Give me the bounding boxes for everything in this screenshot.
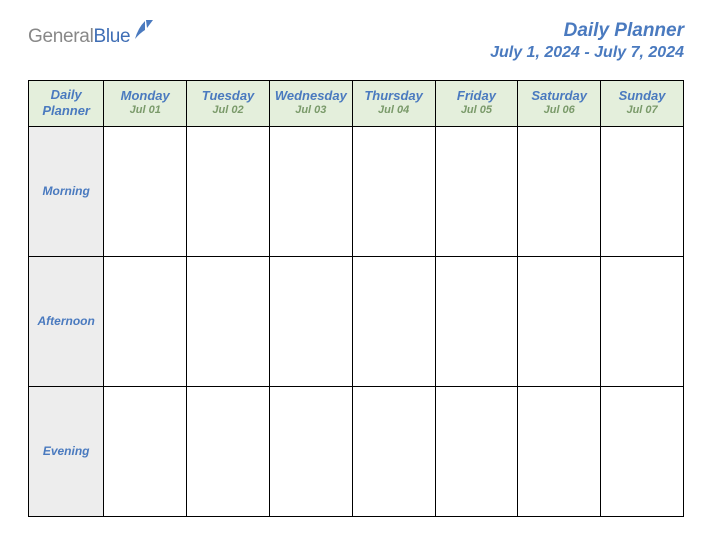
day-date: Jul 07 xyxy=(603,104,681,116)
day-date: Jul 04 xyxy=(355,104,433,116)
planner-cell[interactable] xyxy=(104,126,187,256)
logo-text: GeneralBlue xyxy=(28,26,130,48)
planner-cell[interactable] xyxy=(269,386,352,516)
corner-cell: Daily Planner xyxy=(29,81,104,127)
table-row: Evening xyxy=(29,386,684,516)
day-date: Jul 05 xyxy=(438,104,516,116)
day-name: Monday xyxy=(106,88,184,103)
day-name: Friday xyxy=(438,88,516,103)
day-name: Wednesday xyxy=(272,88,350,103)
planner-table: Daily Planner Monday Jul 01 Tuesday Jul … xyxy=(28,80,684,517)
day-name: Saturday xyxy=(520,88,598,103)
planner-cell[interactable] xyxy=(518,256,601,386)
day-date: Jul 01 xyxy=(106,104,184,116)
page-title: Daily Planner xyxy=(490,20,684,42)
planner-cell[interactable] xyxy=(601,386,684,516)
planner-cell[interactable] xyxy=(269,256,352,386)
planner-cell[interactable] xyxy=(104,256,187,386)
period-label: Morning xyxy=(29,126,104,256)
day-header: Wednesday Jul 03 xyxy=(269,81,352,127)
planner-cell[interactable] xyxy=(187,256,270,386)
day-header: Thursday Jul 04 xyxy=(352,81,435,127)
swoosh-icon xyxy=(134,19,154,45)
header: GeneralBlue Daily Planner July 1, 2024 -… xyxy=(28,20,684,62)
planner-cell[interactable] xyxy=(435,126,518,256)
header-row: Daily Planner Monday Jul 01 Tuesday Jul … xyxy=(29,81,684,127)
day-date: Jul 03 xyxy=(272,104,350,116)
table-row: Afternoon xyxy=(29,256,684,386)
planner-cell[interactable] xyxy=(269,126,352,256)
period-label: Afternoon xyxy=(29,256,104,386)
day-header: Tuesday Jul 02 xyxy=(187,81,270,127)
planner-cell[interactable] xyxy=(352,126,435,256)
title-block: Daily Planner July 1, 2024 - July 7, 202… xyxy=(490,20,684,62)
planner-cell[interactable] xyxy=(435,256,518,386)
planner-cell[interactable] xyxy=(187,386,270,516)
planner-cell[interactable] xyxy=(601,126,684,256)
date-range: July 1, 2024 - July 7, 2024 xyxy=(490,44,684,62)
day-header: Monday Jul 01 xyxy=(104,81,187,127)
day-header: Friday Jul 05 xyxy=(435,81,518,127)
planner-cell[interactable] xyxy=(187,126,270,256)
logo-word1: General xyxy=(28,26,94,47)
planner-cell[interactable] xyxy=(104,386,187,516)
logo-word2: Blue xyxy=(94,26,131,47)
logo: GeneralBlue xyxy=(28,26,154,48)
day-header: Saturday Jul 06 xyxy=(518,81,601,127)
day-header: Sunday Jul 07 xyxy=(601,81,684,127)
planner-cell[interactable] xyxy=(518,126,601,256)
planner-cell[interactable] xyxy=(518,386,601,516)
day-name: Thursday xyxy=(355,88,433,103)
day-date: Jul 06 xyxy=(520,104,598,116)
day-date: Jul 02 xyxy=(189,104,267,116)
day-name: Tuesday xyxy=(189,88,267,103)
day-name: Sunday xyxy=(603,88,681,103)
planner-cell[interactable] xyxy=(352,256,435,386)
table-row: Morning xyxy=(29,126,684,256)
planner-cell[interactable] xyxy=(352,386,435,516)
planner-cell[interactable] xyxy=(435,386,518,516)
planner-cell[interactable] xyxy=(601,256,684,386)
period-label: Evening xyxy=(29,386,104,516)
